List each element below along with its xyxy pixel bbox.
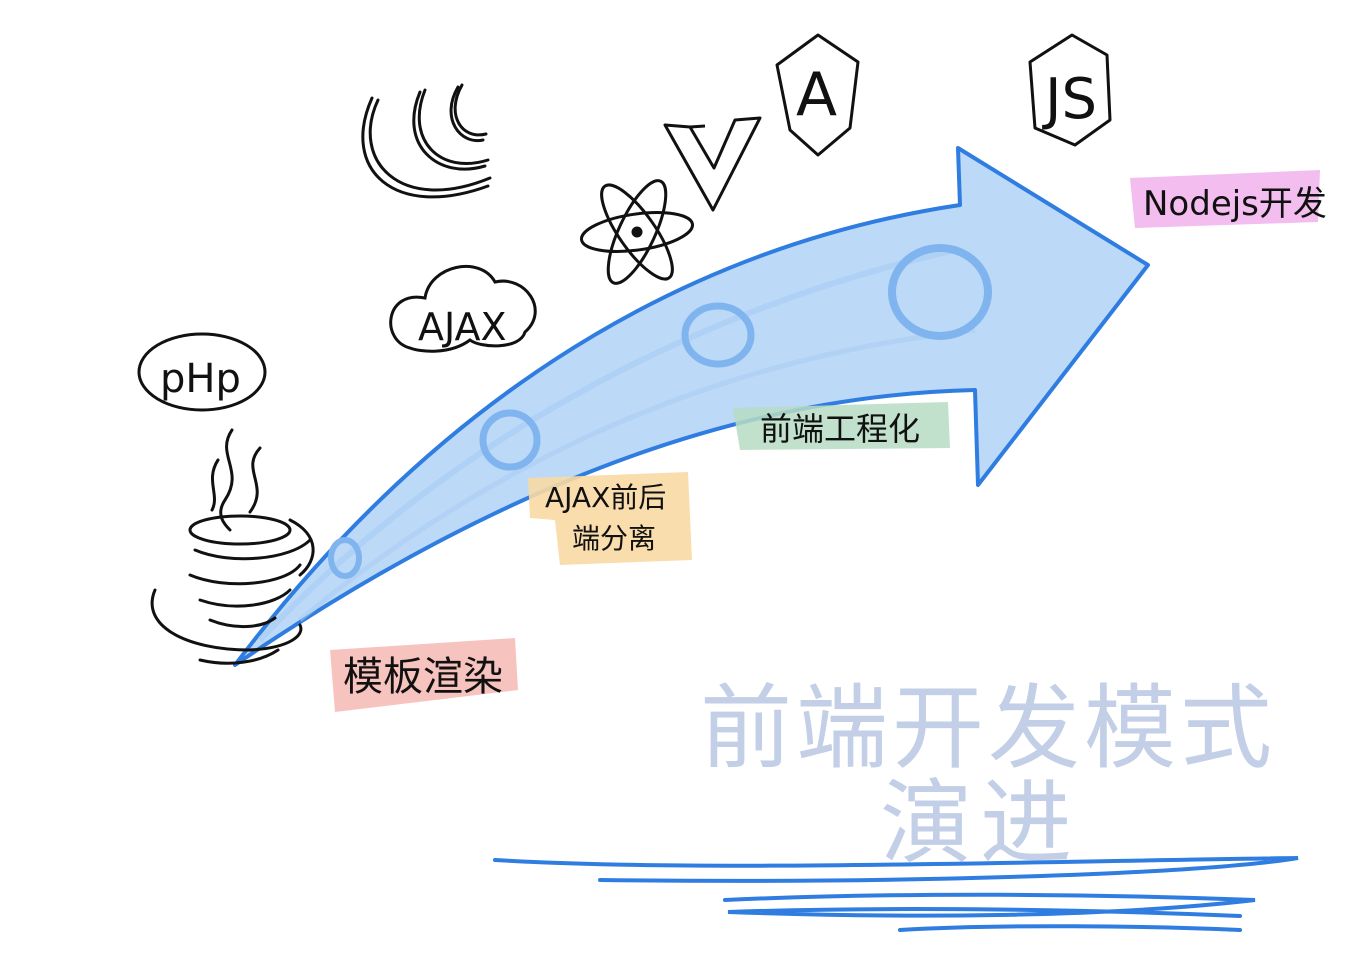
stage-ajax-split-line-2: 端分离	[572, 522, 656, 555]
angular-label: A	[796, 60, 837, 130]
title-underline	[493, 856, 1299, 932]
stage-template-label: 模板渲染	[343, 654, 503, 700]
php-logo-icon: pHp	[137, 332, 267, 412]
stage-engineering: 前端工程化	[733, 402, 950, 450]
nodejs-logo-icon: JS	[1028, 33, 1112, 147]
jquery-logo-icon	[361, 83, 492, 199]
angular-logo-icon: A	[775, 33, 860, 157]
ajax-cloud-icon: AJAX	[389, 265, 537, 353]
stage-template: 模板渲染	[330, 638, 518, 712]
ajax-label: AJAX	[418, 305, 507, 349]
stage-ajax-split: AJAX前后 端分离	[528, 472, 692, 565]
vue-logo-icon	[663, 116, 762, 212]
nodejs-icon-label: JS	[1042, 67, 1097, 132]
evolution-arrow	[233, 146, 1150, 667]
watermark-line-2: 演进	[880, 770, 1080, 877]
react-atom-icon	[579, 179, 695, 285]
stage-nodejs: Nodejs开发	[1130, 170, 1327, 228]
java-coffee-cup-icon	[150, 428, 315, 665]
watermark-title: 前端开发模式 演进	[700, 675, 1276, 877]
php-label: pHp	[160, 356, 241, 402]
stage-ajax-split-line-1: AJAX前后	[545, 481, 666, 514]
stage-engineering-label: 前端工程化	[760, 410, 920, 448]
watermark-line-1: 前端开发模式	[700, 675, 1276, 782]
stage-nodejs-label: Nodejs开发	[1143, 184, 1327, 224]
